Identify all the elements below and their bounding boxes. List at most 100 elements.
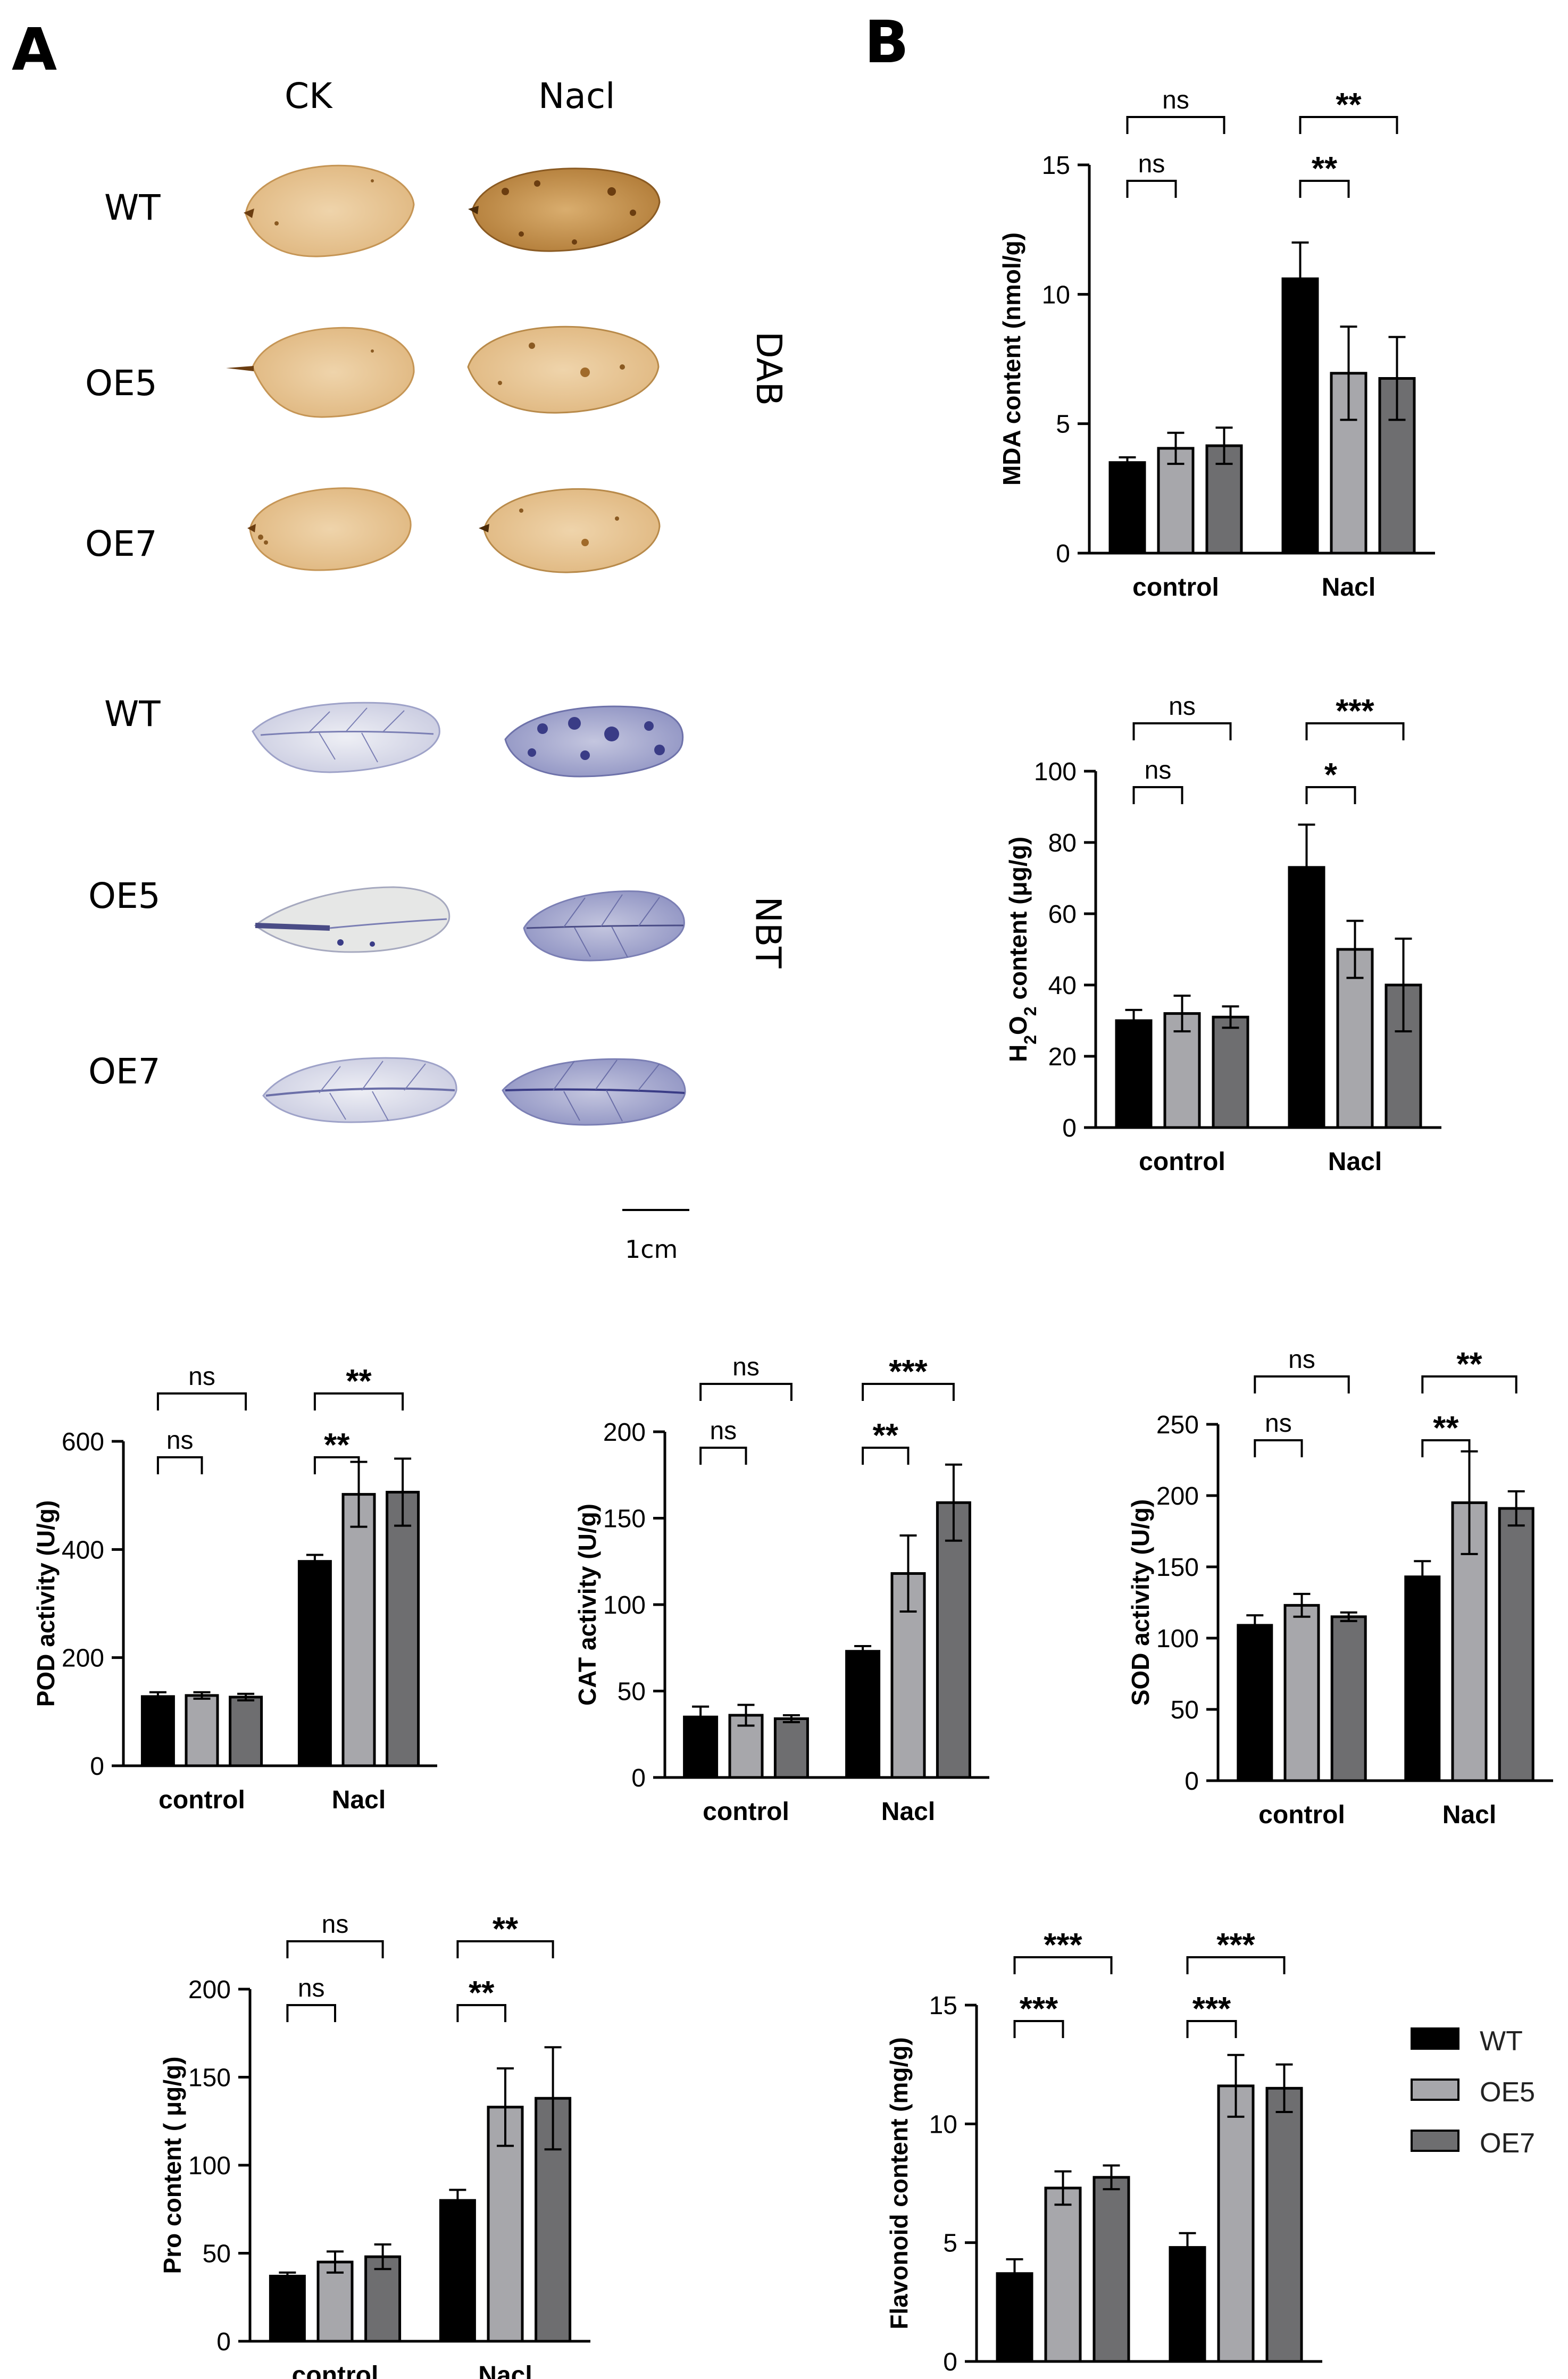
y-tick-label: 100 bbox=[603, 1591, 646, 1620]
error-bar bbox=[1173, 995, 1191, 1033]
bar-oe7-control bbox=[1330, 1615, 1367, 1782]
bar-wt-control bbox=[1237, 1624, 1273, 1782]
error-bar bbox=[1414, 1560, 1431, 1594]
y-tick-label: 600 bbox=[62, 1428, 104, 1456]
bar-oe7-control bbox=[1212, 1015, 1249, 1129]
error-bar bbox=[497, 2067, 514, 2147]
y-tick-label: 150 bbox=[188, 2064, 231, 2092]
y-tick-label: 50 bbox=[1171, 1696, 1199, 1724]
error-bar bbox=[1346, 920, 1364, 979]
significance-bracket-short: *** bbox=[1186, 1991, 1237, 2038]
bar-wt-nacl bbox=[297, 1560, 332, 1767]
svg-text:ns: ns bbox=[1162, 86, 1189, 114]
error-bar bbox=[193, 1691, 211, 1700]
y-tick-label: 200 bbox=[188, 1976, 231, 2004]
svg-text:**: ** bbox=[493, 1911, 519, 1948]
error-bar bbox=[1215, 426, 1233, 465]
error-bar bbox=[279, 2271, 296, 2281]
error-bar bbox=[449, 2189, 466, 2213]
significance-bracket-long: ** bbox=[1299, 87, 1398, 134]
svg-text:ns: ns bbox=[1145, 756, 1172, 784]
y-tick-label: 100 bbox=[1156, 1625, 1199, 1653]
svg-text:***: *** bbox=[1020, 1991, 1058, 2027]
error-bar bbox=[1119, 456, 1136, 469]
dab-ck-oe5-leaf bbox=[226, 327, 415, 418]
significance-bracket-long: ns bbox=[156, 1363, 247, 1410]
bar-oe5-control bbox=[1044, 2186, 1082, 2363]
significance-bracket-short: ** bbox=[862, 1417, 910, 1465]
bar-oe5-control bbox=[316, 2260, 354, 2343]
svg-text:**: ** bbox=[346, 1363, 372, 1400]
significance-bracket-short: * bbox=[1305, 757, 1356, 804]
legend-swatch-wt bbox=[1411, 2027, 1459, 2050]
significance-bracket-short: ns bbox=[1132, 756, 1183, 804]
bar-oe5-control bbox=[1283, 1604, 1320, 1782]
error-bar bbox=[1054, 2170, 1072, 2206]
dab-row-label-wt: WT bbox=[104, 187, 161, 228]
svg-text:**: ** bbox=[1336, 87, 1362, 123]
x-category-label: control bbox=[1139, 1148, 1225, 1176]
nbt-nacl-oe7-leaf bbox=[502, 1058, 686, 1126]
x-category-label: control bbox=[292, 2361, 379, 2379]
bar-wt-control bbox=[1115, 1019, 1153, 1129]
error-bar bbox=[1340, 325, 1357, 421]
col-label-nacl: Nacl bbox=[538, 76, 615, 116]
x-category-label: Nacl bbox=[1328, 1148, 1382, 1176]
x-category-label: Nacl bbox=[1442, 1801, 1496, 1829]
bar-oe7-control bbox=[364, 2255, 402, 2343]
significance-bracket-short: ** bbox=[313, 1427, 360, 1474]
error-bar bbox=[1293, 1592, 1311, 1618]
svg-text:**: ** bbox=[1456, 1346, 1482, 1383]
bar-oe7-nacl bbox=[936, 1501, 971, 1779]
y-tick-label: 5 bbox=[943, 2230, 957, 2258]
error-bar bbox=[306, 1554, 323, 1569]
error-bar bbox=[1291, 241, 1309, 316]
y-axis-label: Flavonoid content (mg/g) bbox=[885, 2037, 913, 2329]
bar-oe5-nacl bbox=[1217, 2084, 1255, 2363]
bar-oe7-control bbox=[229, 1696, 263, 1767]
x-category-label: control bbox=[159, 1786, 245, 1814]
error-bar bbox=[1507, 1490, 1525, 1527]
y-tick-label: 15 bbox=[929, 1992, 957, 2020]
y-tick-label: 15 bbox=[1042, 152, 1070, 180]
dab-ck-wt-leaf bbox=[244, 164, 415, 257]
svg-text:**: ** bbox=[469, 1975, 495, 2011]
significance-bracket-long: *** bbox=[1013, 1927, 1113, 1974]
error-bar bbox=[737, 1704, 755, 1727]
y-tick-label: 40 bbox=[1048, 972, 1077, 1000]
svg-text:ns: ns bbox=[1288, 1346, 1315, 1374]
bar-oe5-control bbox=[185, 1694, 219, 1767]
significance-bracket-short: *** bbox=[1013, 1991, 1064, 2038]
y-tick-label: 150 bbox=[1156, 1554, 1199, 1582]
error-bar bbox=[149, 1691, 166, 1702]
legend-label-wt: WT bbox=[1480, 2026, 1523, 2057]
svg-text:***: *** bbox=[1044, 1927, 1082, 1964]
significance-bracket-short: ns bbox=[1126, 150, 1177, 198]
dab-nacl-oe7-leaf bbox=[479, 488, 661, 573]
y-tick-label: 100 bbox=[1034, 758, 1077, 786]
bar-wt-nacl bbox=[1404, 1575, 1441, 1782]
y-tick-label: 80 bbox=[1048, 829, 1077, 857]
y-tick-label: 0 bbox=[1056, 540, 1070, 568]
error-bar bbox=[1246, 1614, 1264, 1637]
x-category-label: Nacl bbox=[332, 1786, 386, 1814]
bar-oe7-nacl bbox=[1265, 2086, 1303, 2363]
svg-text:**: ** bbox=[873, 1417, 899, 1454]
significance-bracket-long: ns bbox=[286, 1910, 384, 1958]
svg-text:***: *** bbox=[1336, 693, 1374, 730]
nbt-ck-oe7-leaf bbox=[262, 1057, 457, 1123]
y-tick-label: 50 bbox=[203, 2240, 231, 2268]
dab-nacl-wt-leaf bbox=[468, 168, 661, 252]
error-bar bbox=[1222, 1005, 1239, 1029]
svg-text:***: *** bbox=[889, 1354, 928, 1390]
y-tick-label: 0 bbox=[216, 2328, 231, 2356]
svg-text:***: *** bbox=[1192, 1991, 1231, 2027]
y-tick-label: 200 bbox=[1156, 1482, 1199, 1510]
scale-bar-label: 1cm bbox=[625, 1235, 678, 1264]
svg-text:ns: ns bbox=[732, 1353, 760, 1381]
y-tick-label: 10 bbox=[929, 2110, 957, 2139]
error-bar bbox=[854, 1645, 872, 1658]
error-bar bbox=[1167, 431, 1185, 465]
y-axis-label: H2O2 content (μg/g) bbox=[1004, 837, 1040, 1062]
error-bar bbox=[782, 1714, 800, 1723]
